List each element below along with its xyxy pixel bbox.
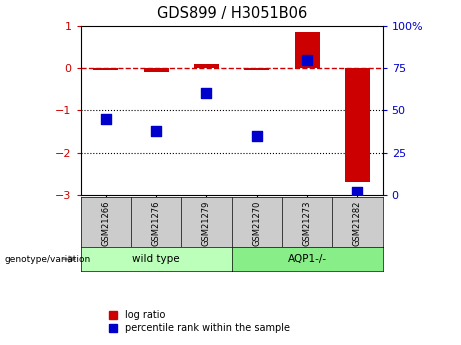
Text: AQP1-/-: AQP1-/- <box>288 254 327 264</box>
Point <box>102 116 110 122</box>
Title: GDS899 / H3051B06: GDS899 / H3051B06 <box>157 6 307 21</box>
Bar <box>345 68 370 182</box>
Bar <box>93 68 118 70</box>
Text: GSM21276: GSM21276 <box>152 201 161 246</box>
Text: GSM21279: GSM21279 <box>202 201 211 246</box>
Point <box>203 91 210 96</box>
Text: GSM21282: GSM21282 <box>353 201 362 246</box>
Point <box>153 128 160 134</box>
Point <box>253 133 260 138</box>
Text: wild type: wild type <box>132 254 180 264</box>
Legend: log ratio, percentile rank within the sample: log ratio, percentile rank within the sa… <box>109 310 290 333</box>
Text: GSM21273: GSM21273 <box>302 201 312 246</box>
Bar <box>143 68 169 71</box>
Point <box>303 57 311 62</box>
Text: GSM21270: GSM21270 <box>252 201 261 246</box>
Bar <box>295 32 320 68</box>
Bar <box>194 64 219 68</box>
Point <box>354 189 361 194</box>
Text: genotype/variation: genotype/variation <box>5 255 91 264</box>
Text: GSM21266: GSM21266 <box>101 201 110 246</box>
Bar <box>244 68 269 70</box>
